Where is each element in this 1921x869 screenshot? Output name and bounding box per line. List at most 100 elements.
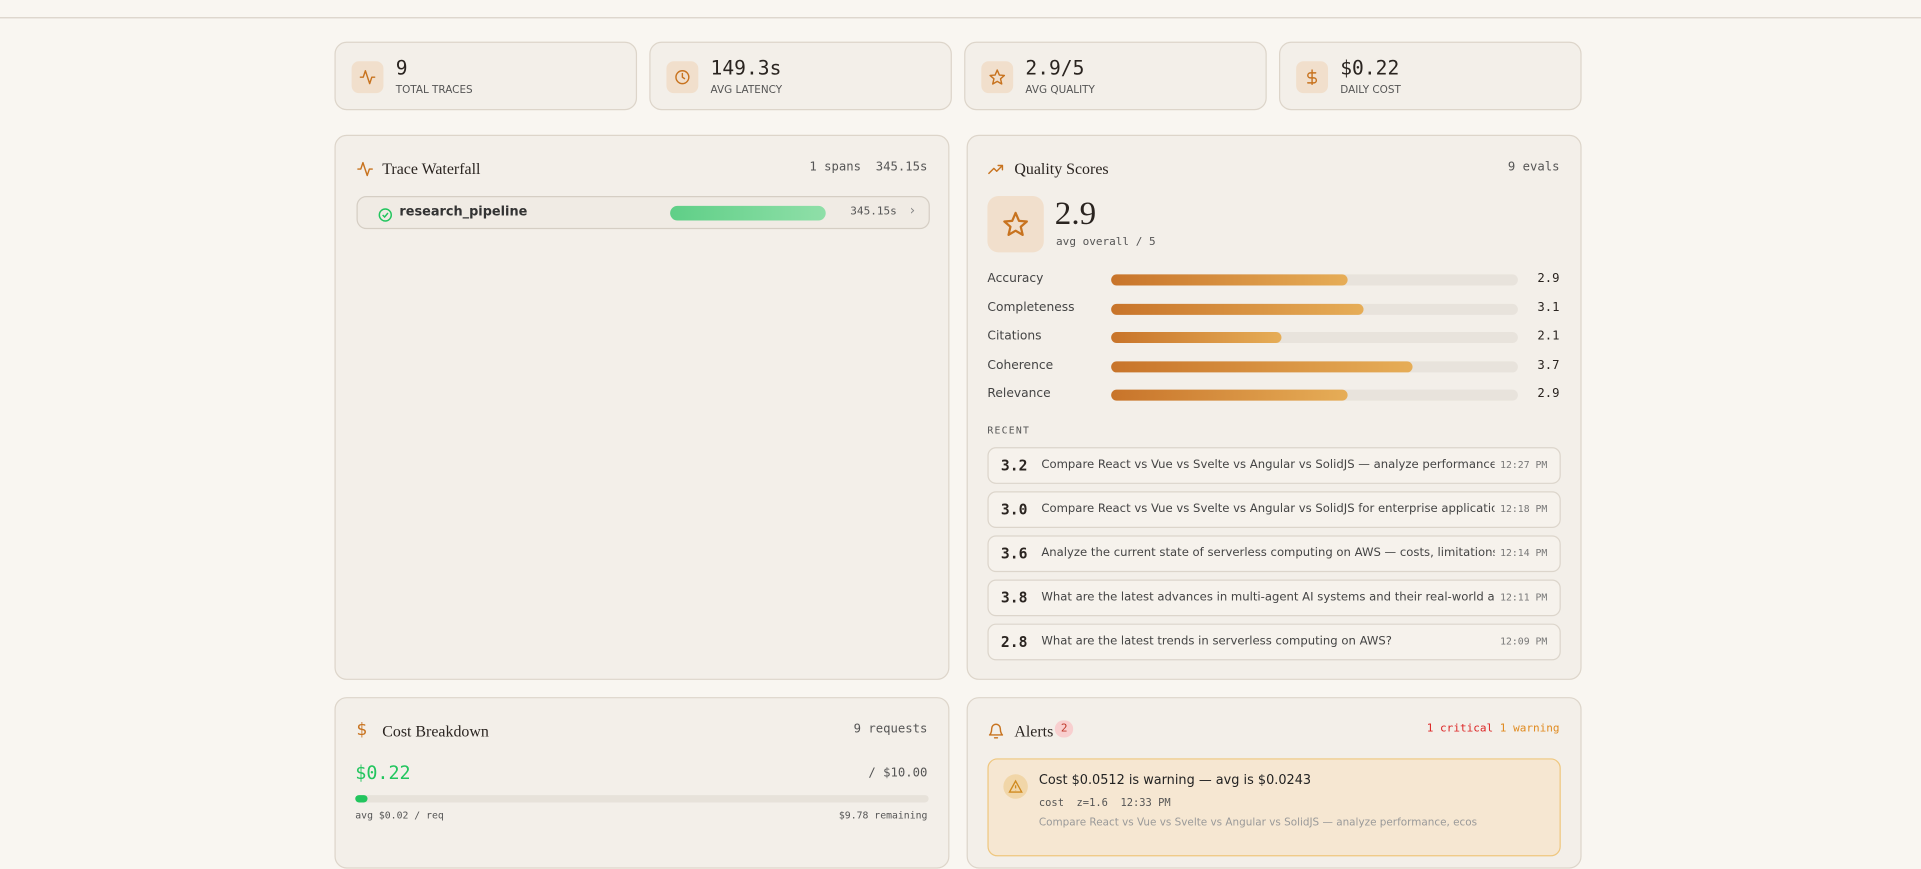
alert-meta: cost z=1.6 12:33 PM — [1039, 798, 1171, 810]
alert-time: 12:33 PM — [1120, 797, 1171, 810]
warning-count: 1 warning — [1499, 722, 1560, 736]
alert-count: 2 — [1054, 720, 1074, 738]
activity-icon — [357, 161, 373, 177]
alert-summary: 1 critical 1 warning — [1427, 723, 1560, 735]
metric-name: Accuracy — [987, 271, 1044, 286]
metric-bar — [1111, 389, 1348, 401]
recent-label: RECENT — [987, 425, 1031, 437]
stat-label: DAILY COST — [1340, 84, 1401, 97]
recent-item: 3.2 Compare React vs Vue vs Svelte vs Ang… — [987, 447, 1561, 484]
metric-value: 2.1 — [1537, 329, 1560, 344]
span-row: research_pipeline 345.15s › — [356, 196, 930, 230]
stat-card: 149.3s AVG LATENCY — [649, 41, 952, 111]
trend-icon — [988, 164, 1004, 175]
panel-title: Quality Scores — [1014, 159, 1109, 178]
alert-title: Cost $0.0512 is warning — avg is $0.0243 — [1038, 773, 1312, 788]
waterfall-panel: Trace Waterfall 1 spans 345.15s research… — [334, 134, 950, 680]
recent-item: 2.8 What are the latest trends in serverl… — [987, 623, 1561, 661]
alert-z: z=1.6 — [1076, 797, 1108, 810]
avg-cost: avg $0.02 / req — [355, 809, 444, 821]
score-label: avg overall / — [1056, 236, 1143, 249]
remaining: $9.78 remaining — [838, 809, 928, 821]
budget-bar — [355, 795, 368, 803]
metric-name: Relevance — [987, 387, 1051, 401]
score-max: 5 — [1148, 236, 1156, 249]
alert-detail: Compare React vs Vue vs Svelte vs Angula… — [1038, 817, 1478, 830]
cost-panel: $ Cost Breakdown 9 requests $0.22 / $10.… — [334, 697, 950, 869]
stat-icon — [666, 61, 699, 94]
stat-icon — [981, 61, 1014, 94]
recent-time: 12:27 PM — [1500, 459, 1548, 471]
stat-card: 2.9/5 AVG QUALITY — [964, 41, 1267, 111]
panel-meta: 9 requests — [853, 722, 928, 737]
metric-track — [1111, 274, 1518, 286]
recent-score: 3.8 — [1000, 589, 1028, 607]
recent-item: 3.0 Compare React vs Vue vs Svelte vs Ang… — [987, 491, 1561, 529]
status-icon — [377, 205, 393, 228]
metric-name: Citations — [987, 329, 1042, 344]
recent-score: 3.0 — [1000, 501, 1028, 519]
metric-bar — [1111, 332, 1282, 344]
budget: / $10.00 — [868, 766, 928, 781]
stat-label: AVG LATENCY — [710, 84, 783, 97]
stat-value: 2.9/5 — [1025, 56, 1085, 80]
bell-icon — [988, 723, 1004, 739]
metric-track — [1111, 303, 1518, 315]
span-name: research_pipeline — [399, 204, 528, 220]
stat-icon — [1296, 61, 1329, 94]
metric-track — [1111, 360, 1518, 372]
recent-text: What are the latest advances in multi-ag… — [1041, 590, 1495, 604]
metric-value: 3.7 — [1537, 358, 1560, 372]
chevron: › — [909, 202, 916, 219]
span-duration: 345.15s — [850, 205, 897, 219]
budget-track — [355, 795, 929, 803]
score-icon — [987, 196, 1044, 253]
recent-score: 3.2 — [1000, 456, 1028, 475]
panel-meta: 1 spans 345.15s — [809, 160, 927, 173]
icon — [989, 69, 1006, 85]
overall-score: 2.9 — [1054, 194, 1097, 232]
metric-name: Coherence — [987, 358, 1054, 372]
recent-time: 12:14 PM — [1500, 547, 1548, 559]
icon — [675, 70, 690, 85]
recent-text: Analyze the current state of serverless … — [1041, 546, 1495, 560]
span-bar — [670, 205, 826, 221]
metric-value: 3.1 — [1537, 300, 1560, 315]
metric-track — [1111, 332, 1518, 344]
recent-score: 3.6 — [1000, 545, 1028, 563]
metric-bar — [1111, 274, 1348, 286]
dollar-icon: $ — [356, 720, 368, 740]
recent-time: 12:11 PM — [1500, 591, 1548, 603]
recent-text: What are the latest trends in serverless… — [1041, 634, 1392, 649]
stat-label: AVG QUALITY — [1025, 84, 1095, 97]
metric-bar — [1111, 360, 1413, 372]
recent-item: 3.8 What are the latest advances in multi… — [987, 579, 1561, 617]
alerts-panel: Alerts 2 1 critical 1 warning Cost $0.05… — [966, 697, 1582, 869]
recent-item: 3.6 Analyze the current state of serverle… — [987, 535, 1561, 573]
metric-bar — [1111, 303, 1364, 315]
recent-time: 12:18 PM — [1500, 503, 1548, 515]
panel-title: Alerts — [1014, 721, 1054, 740]
stat-card: 9 TOTAL TRACES — [334, 41, 638, 111]
top-bar — [0, 0, 1921, 19]
panel-title: Cost Breakdown — [382, 721, 489, 740]
metric-track — [1111, 389, 1518, 401]
recent-text: Compare React vs Vue vs Svelte vs Angula… — [1041, 502, 1495, 516]
icon — [359, 70, 376, 85]
panel-title: Trace Waterfall — [382, 159, 481, 178]
alert-metric: cost — [1038, 797, 1064, 810]
stat-value: $0.22 — [1340, 56, 1400, 80]
recent-text: Compare React vs Vue vs Svelte vs Angula… — [1041, 458, 1495, 472]
stat-label: TOTAL TRACES — [395, 84, 473, 97]
metric-name: Completeness — [987, 300, 1075, 315]
triangle-icon — [1008, 779, 1023, 793]
stat-card: $0.22 DAILY COST — [1279, 41, 1582, 111]
recent-time: 12:09 PM — [1500, 635, 1548, 647]
alert-item: Cost $0.0512 is warning — avg is $0.0243… — [987, 758, 1561, 857]
icon — [1307, 69, 1318, 86]
score-caption: avg overall / 5 — [1056, 236, 1156, 248]
check-icon — [378, 208, 392, 222]
stat-value: 149.3s — [710, 56, 782, 80]
warning-icon — [1003, 774, 1028, 799]
